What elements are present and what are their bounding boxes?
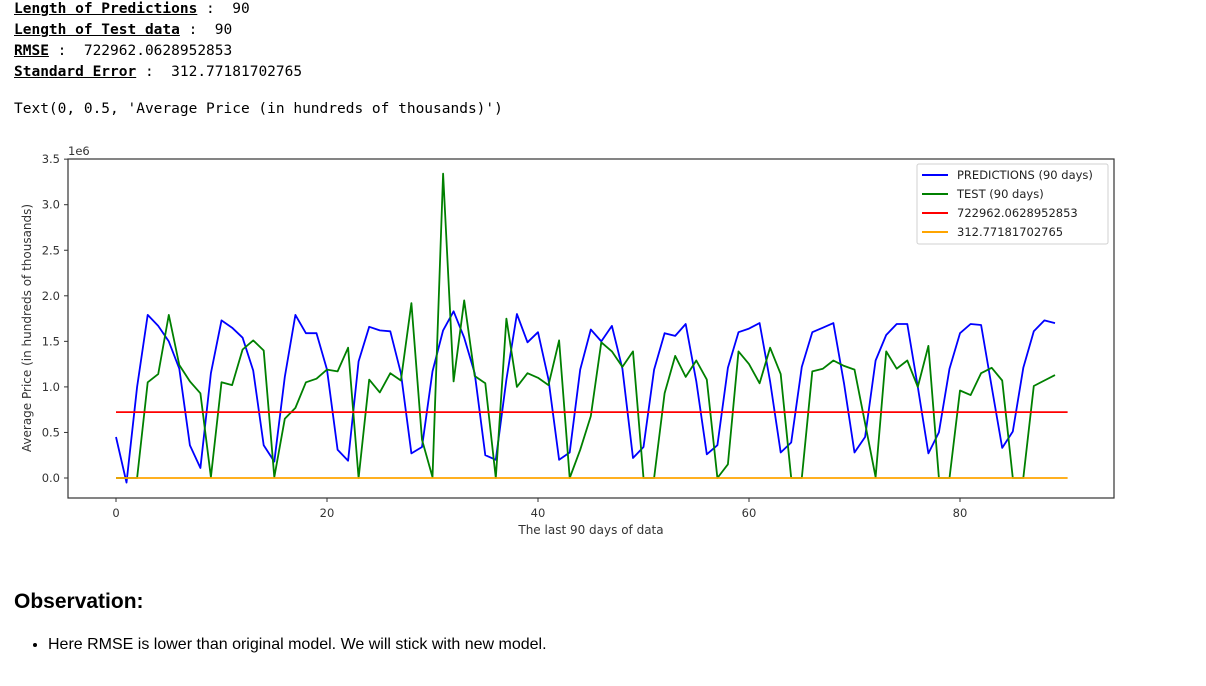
- y-axis-ticks: 0.0 0.5 1.0 1.5 2.0 2.5 3.0 3.5: [42, 152, 68, 485]
- line-chart: 0.0 0.5 1.0 1.5 2.0 2.5 3.0 3.5 0 20 40 60 80 1e6 T…: [20, 144, 1115, 537]
- stat-separator: :: [197, 1, 233, 17]
- observation-list: Here RMSE is lower than original model. …: [30, 633, 547, 657]
- legend-box: [916, 163, 1109, 245]
- chart-legend: PREDICTIONS (90 days) TEST (90 days) 72296…: [916, 163, 1109, 245]
- legend-label: TEST (90 days): [956, 187, 1044, 201]
- x-tick-label: 0: [112, 506, 119, 520]
- x-tick-label: 20: [320, 506, 335, 520]
- y-tick-label: 2.5: [42, 243, 60, 257]
- stat-separator: :: [48, 43, 84, 59]
- y-tick-label: 1.5: [42, 334, 60, 348]
- x-axis-ticks: 0 20 40 60 80: [112, 498, 967, 520]
- stats-output: Length of Predictions : 90 Length of Test…: [14, 0, 302, 83]
- stat-separator: :: [179, 22, 215, 38]
- axes-frame: [67, 158, 1115, 499]
- observation-bullet: Here RMSE is lower than original model. …: [48, 633, 547, 657]
- stat-value: 722962.0628952853: [83, 43, 233, 59]
- y-tick-label: 1.0: [42, 380, 60, 394]
- stat-separator: :: [136, 64, 172, 80]
- legend-label: 722962.0628952853: [957, 206, 1078, 220]
- y-axis-label: Average Price (in hundreds of thousands): [20, 204, 34, 452]
- stat-value: 90: [214, 22, 233, 38]
- legend-label: 312.77181702765: [957, 225, 1063, 239]
- stat-line: RMSE : 722962.0628952853: [14, 41, 302, 62]
- stat-line: Length of Predictions : 90: [14, 0, 302, 20]
- y-tick-label: 0.5: [42, 425, 60, 439]
- x-tick-label: 80: [953, 506, 968, 520]
- text-repr-output: Text(0, 0.5, 'Average Price (in hundreds…: [14, 101, 503, 117]
- x-axis-label: The last 90 days of data: [517, 523, 663, 537]
- x-tick-label: 40: [531, 506, 546, 520]
- series-line-1: [116, 172, 1056, 479]
- stat-key: Length of Test data: [14, 22, 180, 38]
- stat-key: Length of Predictions: [14, 1, 198, 17]
- series-layer: [115, 172, 1068, 484]
- y-tick-label: 0.0: [42, 471, 60, 485]
- stat-value: 90: [232, 1, 250, 17]
- y-tick-label: 2.0: [42, 289, 60, 303]
- stat-line: Length of Test data : 90: [14, 20, 302, 41]
- legend-label: PREDICTIONS (90 days): [957, 168, 1093, 182]
- stat-key: Standard Error: [14, 64, 137, 80]
- stat-line: Standard Error : 312.77181702765: [14, 62, 302, 83]
- y-offset-label: 1e6: [68, 144, 90, 158]
- stat-key: RMSE: [14, 43, 49, 59]
- y-tick-label: 3.5: [42, 152, 60, 166]
- stat-value: 312.77181702765: [171, 64, 303, 80]
- observation-heading: Observation:: [14, 590, 144, 613]
- y-tick-label: 3.0: [42, 198, 60, 212]
- x-tick-label: 60: [742, 506, 757, 520]
